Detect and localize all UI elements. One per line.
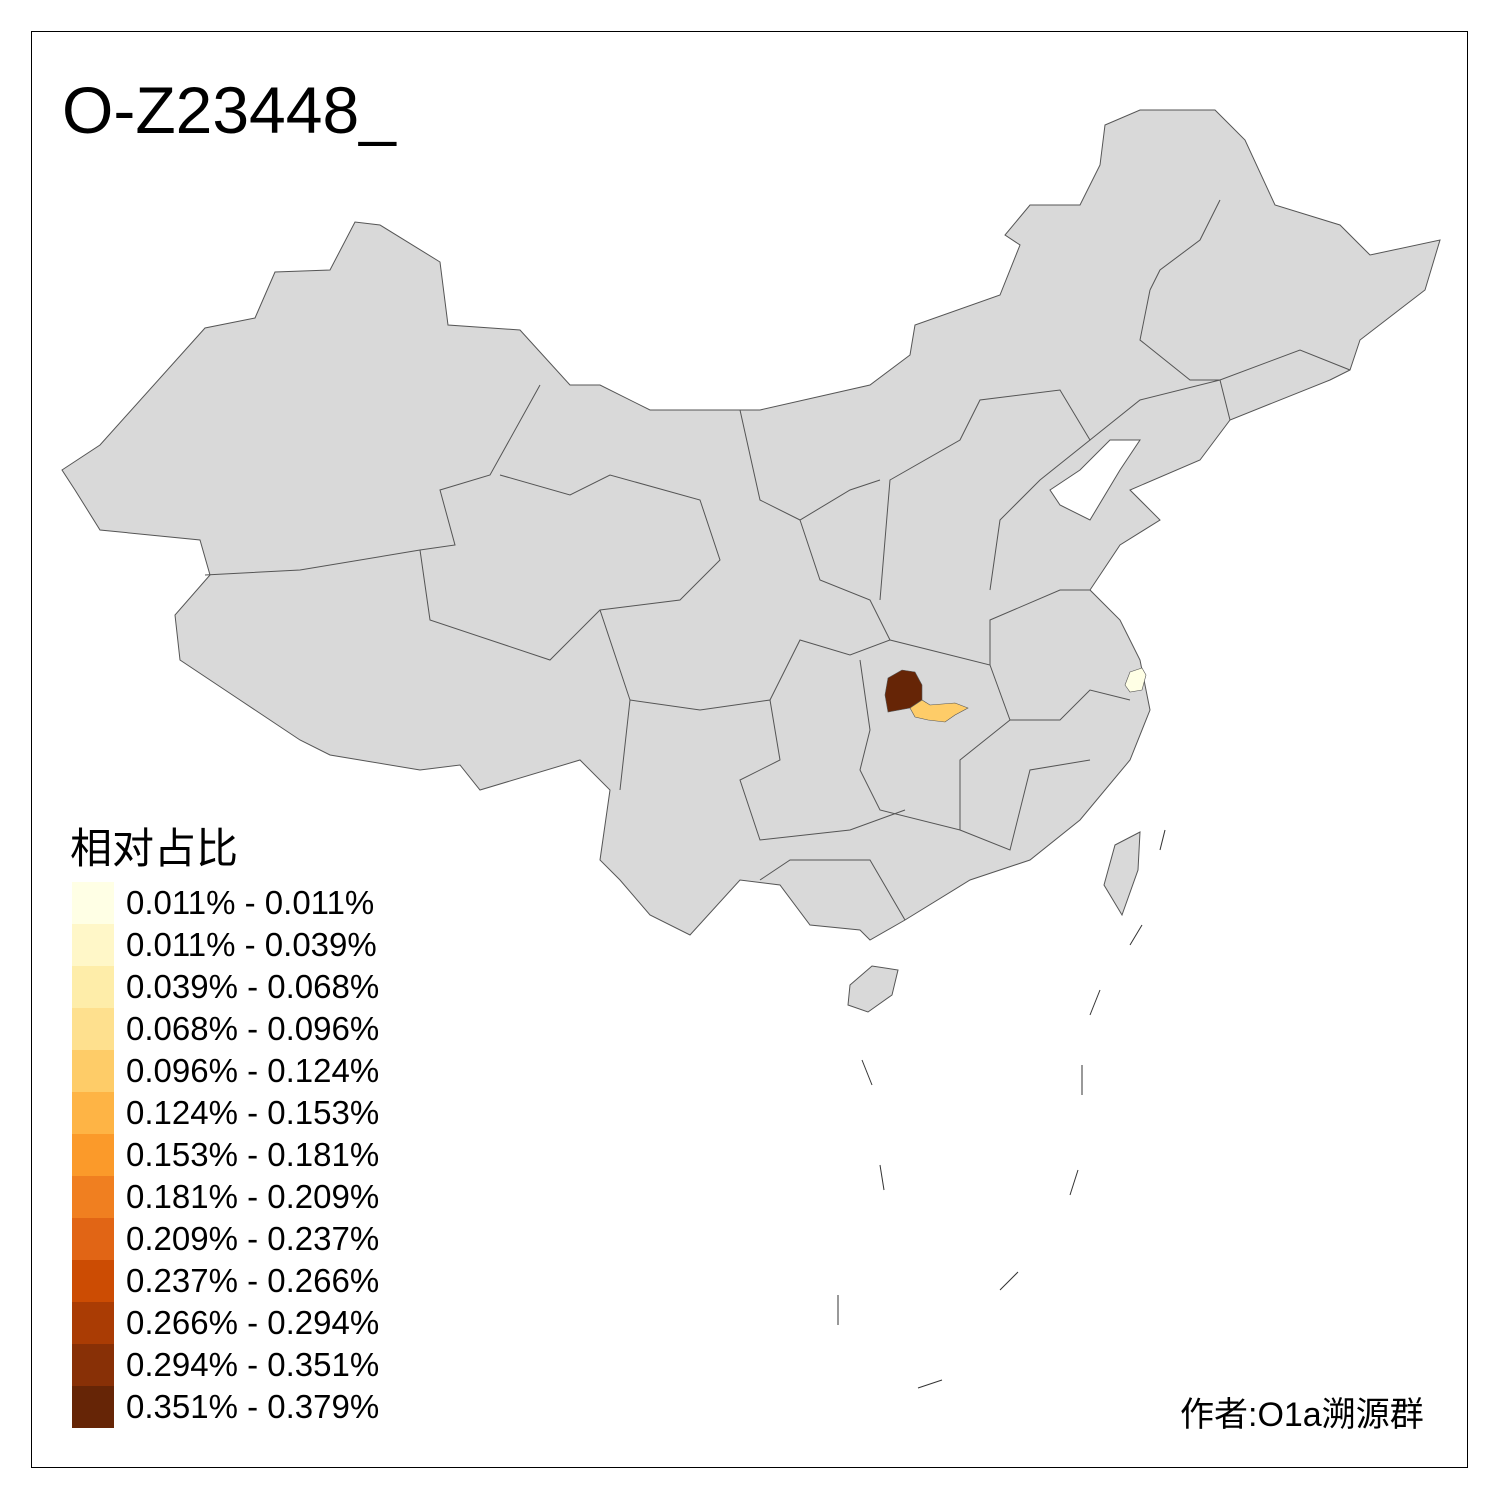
legend-item: 0.096% - 0.124% [72,1050,379,1092]
legend-label: 0.011% - 0.011% [126,884,375,921]
legend-item: 0.351% - 0.379% [72,1386,379,1428]
author-credit: 作者:O1a溯源群 [1180,1396,1424,1434]
legend-label: 0.181% - 0.209% [126,1178,380,1215]
legend-item: 0.153% - 0.181% [72,1134,379,1176]
legend: 0.011% - 0.011% 0.011% - 0.039% 0.039% - 0… [72,882,379,1428]
legend-swatch [72,1302,114,1344]
legend-label: 0.209% - 0.237% [126,1220,380,1257]
legend-item: 0.011% - 0.011% [72,882,379,924]
legend-item: 0.068% - 0.096% [72,1008,379,1050]
legend-swatch [72,1176,114,1218]
legend-label: 0.351% - 0.379% [126,1388,380,1425]
region-0.096-0.124 [909,699,969,723]
legend-item: 0.209% - 0.237% [72,1218,379,1260]
china-landmass [61,109,1441,941]
legend-label: 0.237% - 0.266% [126,1262,380,1299]
legend-item: 0.294% - 0.351% [72,1344,379,1386]
legend-swatch [72,1092,114,1134]
legend-swatch [72,1344,114,1386]
legend-item: 0.011% - 0.039% [72,924,379,966]
bohai-sea [1049,439,1141,521]
legend-swatch [72,1050,114,1092]
legend-label: 0.068% - 0.096% [126,1010,380,1047]
legend-label: 0.011% - 0.039% [126,926,377,963]
legend-item: 0.266% - 0.294% [72,1302,379,1344]
legend-item: 0.237% - 0.266% [72,1260,379,1302]
legend-swatch [72,1134,114,1176]
legend-label: 0.039% - 0.068% [126,968,380,1005]
legend-label: 0.266% - 0.294% [126,1304,380,1341]
south-china-sea-islands [837,829,1166,1389]
legend-item: 0.181% - 0.209% [72,1176,379,1218]
region-0.011-0.011 [1124,667,1147,693]
legend-swatch [72,1008,114,1050]
legend-swatch [72,966,114,1008]
legend-item: 0.124% - 0.153% [72,1092,379,1134]
legend-swatch [72,924,114,966]
province-borders [204,199,1351,921]
legend-swatch [72,882,114,924]
legend-label: 0.294% - 0.351% [126,1346,380,1383]
plot-frame [31,31,1468,1468]
legend-swatch [72,1260,114,1302]
legend-title: 相对占比 [70,825,239,872]
legend-swatch [72,1218,114,1260]
legend-swatch [72,1386,114,1428]
legend-label: 0.124% - 0.153% [126,1094,380,1131]
hainan-island [847,965,899,1013]
legend-item: 0.039% - 0.068% [72,966,379,1008]
legend-label: 0.153% - 0.181% [126,1136,380,1173]
legend-label: 0.096% - 0.124% [126,1052,380,1089]
map-title: O-Z23448_ [62,73,396,147]
taiwan-island [1103,831,1141,917]
